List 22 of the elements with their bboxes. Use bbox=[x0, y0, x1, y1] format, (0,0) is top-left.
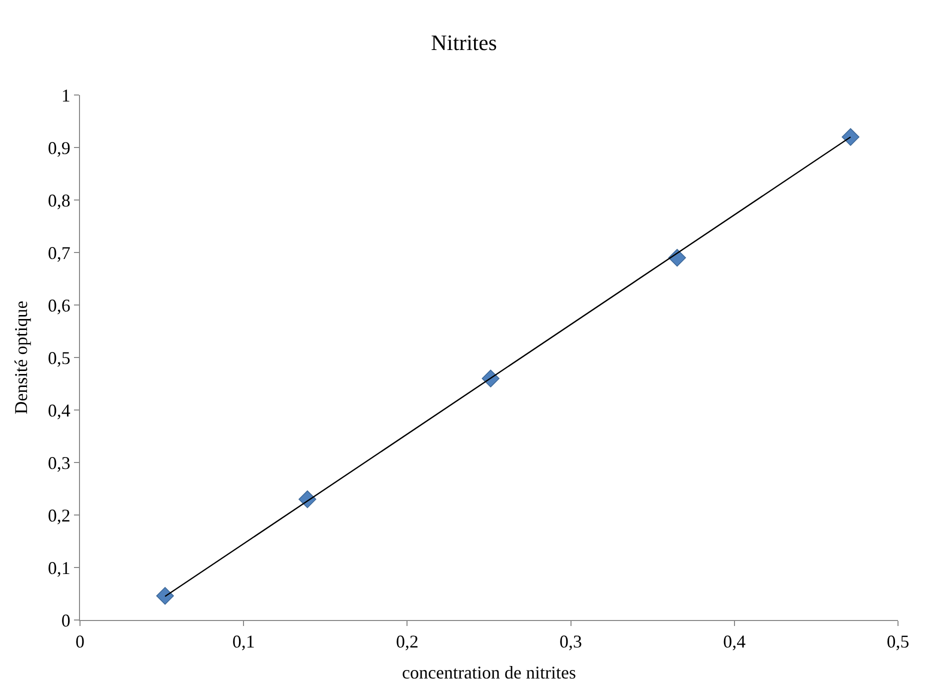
y-tick-label: 1 bbox=[61, 85, 70, 106]
y-tick-label: 0,6 bbox=[48, 295, 70, 316]
x-tick-label: 0,2 bbox=[396, 632, 418, 652]
chart-title: Nitrites bbox=[431, 30, 497, 55]
y-tick-label: 0 bbox=[61, 610, 70, 630]
y-tick-label: 0,7 bbox=[48, 242, 70, 263]
y-tick-label: 0,8 bbox=[48, 190, 70, 210]
x-tick-label: 0,1 bbox=[232, 632, 255, 652]
x-axis-title: concentration de nitrites bbox=[402, 662, 576, 683]
y-axis-title: Densité optique bbox=[11, 300, 32, 414]
x-tick-label: 0,4 bbox=[723, 632, 746, 652]
y-tick-label: 0,9 bbox=[48, 138, 70, 158]
y-tick-label: 0,5 bbox=[48, 348, 70, 368]
x-tick-label: 0 bbox=[76, 632, 84, 652]
point bbox=[156, 587, 174, 605]
x-tick-label: 0,5 bbox=[886, 632, 910, 652]
y-tick-label: 0,2 bbox=[48, 505, 70, 526]
point bbox=[842, 128, 860, 146]
y-tick-label: 0,3 bbox=[48, 452, 70, 473]
x-tick-label: 0,3 bbox=[560, 632, 582, 652]
y-tick-label: 0,4 bbox=[48, 400, 70, 420]
y-tick-label: 0,1 bbox=[48, 558, 70, 578]
